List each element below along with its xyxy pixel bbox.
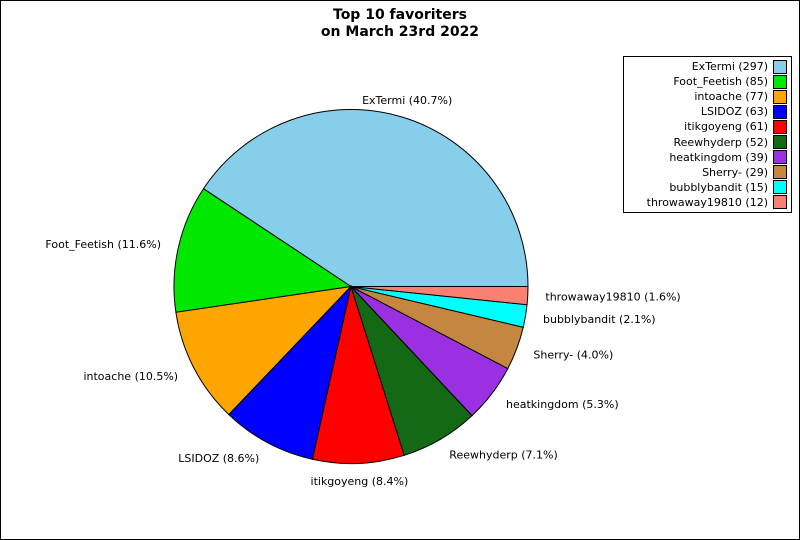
- legend-swatch: [773, 135, 787, 150]
- pie-slice-Foot_Feetish: [173, 188, 353, 313]
- legend-swatch: [773, 180, 787, 195]
- legend-row-LSIDOZ: LSIDOZ (63): [626, 104, 787, 119]
- legend-row-ExTermi: ExTermi (297): [626, 59, 787, 74]
- pie-slice-throwaway19810: [350, 286, 529, 306]
- legend-label: itikgoyeng (61): [684, 120, 768, 134]
- legend-swatch: [773, 195, 787, 210]
- legend-label: Reewhyderp (52): [673, 135, 769, 149]
- legend-row-Foot_Feetish: Foot_Feetish (85): [626, 74, 787, 89]
- legend-swatch: [773, 165, 787, 180]
- legend-label: ExTermi (297): [691, 60, 768, 74]
- legend-label: Sherry- (29): [702, 165, 768, 179]
- pie-label-throwaway19810: throwaway19810 (1.6%): [545, 290, 680, 303]
- pie-slice-intoache: [175, 285, 353, 416]
- legend-swatch: [773, 104, 787, 119]
- chart-title-line2: on March 23rd 2022: [320, 24, 480, 40]
- pie-label-LSIDOZ: LSIDOZ (8.6%): [178, 452, 259, 465]
- pie-label-Foot_Feetish: Foot_Feetish (11.6%): [45, 238, 161, 251]
- pie-label-itikgoyeng: itikgoyeng (8.4%): [311, 475, 409, 488]
- legend-swatch: [773, 119, 787, 134]
- pie-label-heatkingdom: heatkingdom (5.3%): [506, 398, 619, 411]
- pie-label-ExTermi: ExTermi (40.7%): [362, 94, 452, 107]
- pie-label-Sherry-: Sherry- (4.0%): [533, 348, 613, 361]
- legend-swatch: [773, 150, 787, 165]
- legend-label: LSIDOZ (63): [700, 105, 768, 119]
- pie-label-bubblybandit: bubblybandit (2.1%): [543, 313, 656, 326]
- legend-swatch: [773, 74, 787, 89]
- pie-slice-LSIDOZ: [228, 284, 352, 460]
- legend-row-intoache: intoache (77): [626, 89, 787, 104]
- legend-row-Reewhyderp: Reewhyderp (52): [626, 134, 787, 150]
- legend-label: Foot_Feetish (85): [673, 75, 768, 89]
- legend-label: intoache (77): [694, 90, 768, 104]
- pie-label-Reewhyderp: Reewhyderp (7.1%): [449, 448, 557, 461]
- legend-row-bubblybandit: bubblybandit (15): [626, 180, 787, 195]
- legend-label: heatkingdom (39): [669, 150, 768, 164]
- chart-title-line1: Top 10 favoriters: [333, 7, 467, 23]
- legend-row-itikgoyeng: itikgoyeng (61): [626, 119, 787, 134]
- legend-row-throwaway19810: throwaway19810 (12): [626, 195, 787, 210]
- pie-label-intoache: intoache (10.5%): [83, 370, 178, 383]
- chart-title: Top 10 favoriters on March 23rd 2022: [1, 7, 799, 41]
- legend-swatch: [773, 59, 787, 74]
- legend: ExTermi (297) Foot_Feetish (85) intoache (…: [623, 56, 792, 213]
- legend-swatch: [773, 89, 787, 104]
- legend-label: throwaway19810 (12): [646, 195, 768, 209]
- legend-row-Sherry-: Sherry- (29): [626, 165, 787, 180]
- pie-slice-itikgoyeng: [311, 284, 405, 464]
- legend-row-heatkingdom: heatkingdom (39): [626, 150, 787, 165]
- legend-label: bubblybandit (15): [669, 180, 768, 194]
